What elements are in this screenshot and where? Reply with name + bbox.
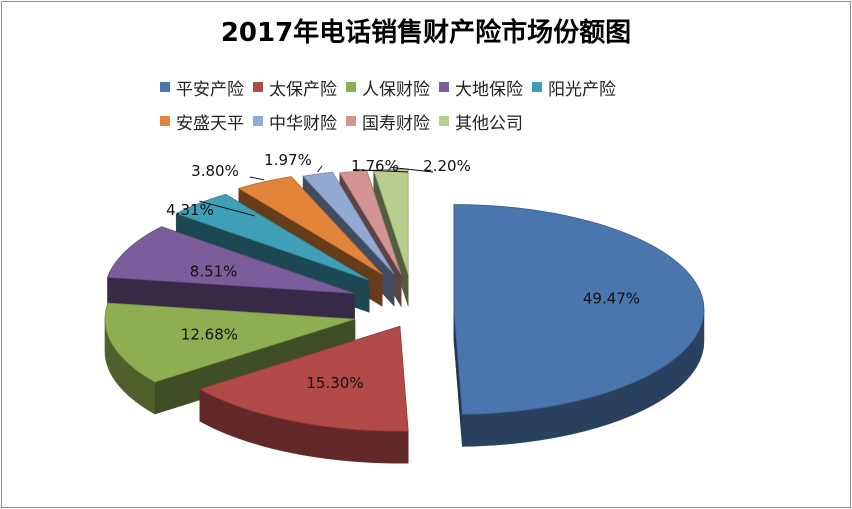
legend-item: 大地保险 xyxy=(439,75,523,100)
legend-swatch xyxy=(346,82,356,92)
data-label: 1.76% xyxy=(351,157,399,175)
data-label: 3.80% xyxy=(191,162,239,180)
legend-item: 其他公司 xyxy=(439,109,523,134)
legend-label: 安盛天平 xyxy=(176,113,244,134)
leader-line xyxy=(317,165,323,173)
data-label: 15.30% xyxy=(306,374,363,392)
legend-label: 中华财险 xyxy=(269,113,337,134)
leader-line xyxy=(353,169,409,173)
legend-item: 人保财险 xyxy=(346,75,430,100)
legend-swatch xyxy=(160,82,170,92)
legend-item: 平安产险 xyxy=(160,75,244,100)
leader-line xyxy=(249,176,265,181)
data-label: 8.51% xyxy=(190,263,238,281)
legend-row-2: 安盛天平 中华财险 国寿财险 其他公司 xyxy=(160,104,720,138)
data-label: 49.47% xyxy=(583,290,640,308)
pie-slice xyxy=(237,176,383,275)
legend-row-1: 平安产险 太保产险 人保财险 大地保险 阳光产险 xyxy=(160,70,720,104)
legend-label: 阳光产险 xyxy=(548,79,616,100)
pie-labels: 49.47% 15.30% 12.68% 8.51% 4.31% 3.80% 1.97% 1.… xyxy=(166,151,640,392)
legend-label: 太保产险 xyxy=(269,79,337,100)
data-label: 12.68% xyxy=(181,325,238,343)
legend-swatch xyxy=(439,116,449,126)
legend-item: 安盛天平 xyxy=(160,109,244,134)
legend-label: 大地保险 xyxy=(455,79,523,100)
pie-slice xyxy=(106,226,355,294)
data-label: 4.31% xyxy=(166,201,214,219)
pie-slice xyxy=(175,193,370,281)
pie-slice xyxy=(453,204,705,415)
legend-label: 平安产险 xyxy=(176,79,244,100)
legend-item: 中华财险 xyxy=(253,109,337,134)
chart-title: 2017年电话销售财产险市场份额图 xyxy=(220,18,632,48)
legend-swatch xyxy=(532,82,542,92)
legend-swatch xyxy=(253,82,263,92)
legend-item: 国寿财险 xyxy=(346,109,430,134)
legend-swatch xyxy=(160,116,170,126)
pie-slice xyxy=(302,171,395,275)
legend-swatch xyxy=(253,116,263,126)
pie-slice xyxy=(104,302,356,383)
leader-line xyxy=(390,166,434,173)
legend-swatch xyxy=(346,116,356,126)
leader-line xyxy=(199,200,256,217)
pie-tops xyxy=(104,168,705,432)
legend-label: 国寿财险 xyxy=(362,113,430,134)
pie-slice xyxy=(338,170,402,275)
legend-item: 太保产险 xyxy=(253,75,337,100)
data-label: 1.97% xyxy=(264,151,312,169)
data-label: 2.20% xyxy=(423,157,471,175)
legend-item: 阳光产险 xyxy=(532,75,616,100)
legend-swatch xyxy=(439,82,449,92)
legend-label: 其他公司 xyxy=(455,113,523,134)
pie-slice xyxy=(198,325,409,432)
legend-label: 人保财险 xyxy=(362,79,430,100)
legend: 平安产险 太保产险 人保财险 大地保险 阳光产险 安盛天平 中华财险 国寿财险 … xyxy=(160,70,720,138)
